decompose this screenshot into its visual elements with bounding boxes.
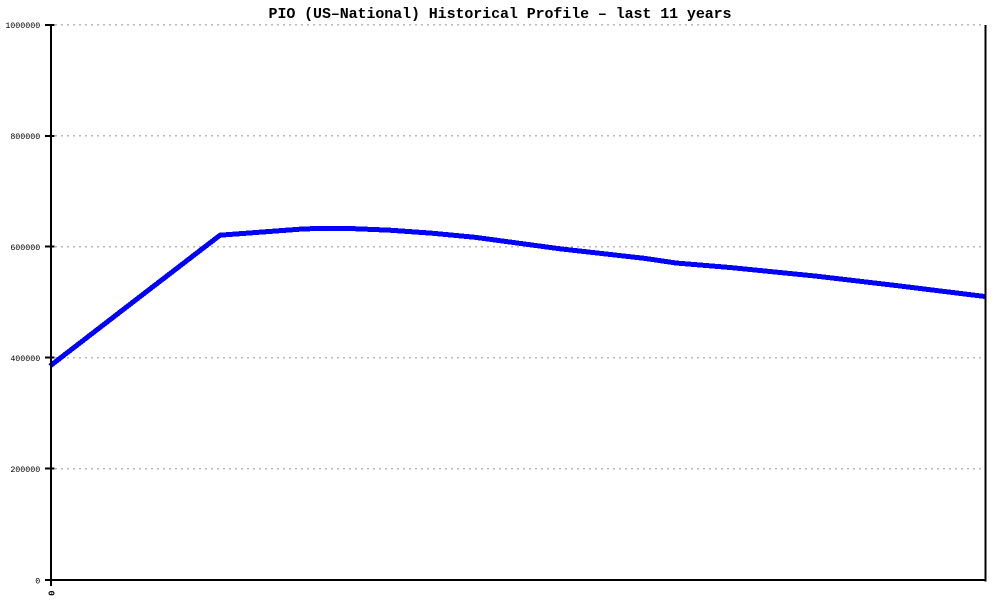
svg-text:0: 0 <box>46 590 56 595</box>
svg-text:800000: 800000 <box>10 133 40 142</box>
svg-text:0: 0 <box>35 577 40 586</box>
svg-text:600000: 600000 <box>10 244 40 253</box>
svg-text:1000000: 1000000 <box>5 22 40 31</box>
svg-text:400000: 400000 <box>10 355 40 364</box>
svg-text:200000: 200000 <box>10 466 40 475</box>
svg-text:PIO (US–National) Historical P: PIO (US–National) Historical Profile – l… <box>269 6 732 23</box>
